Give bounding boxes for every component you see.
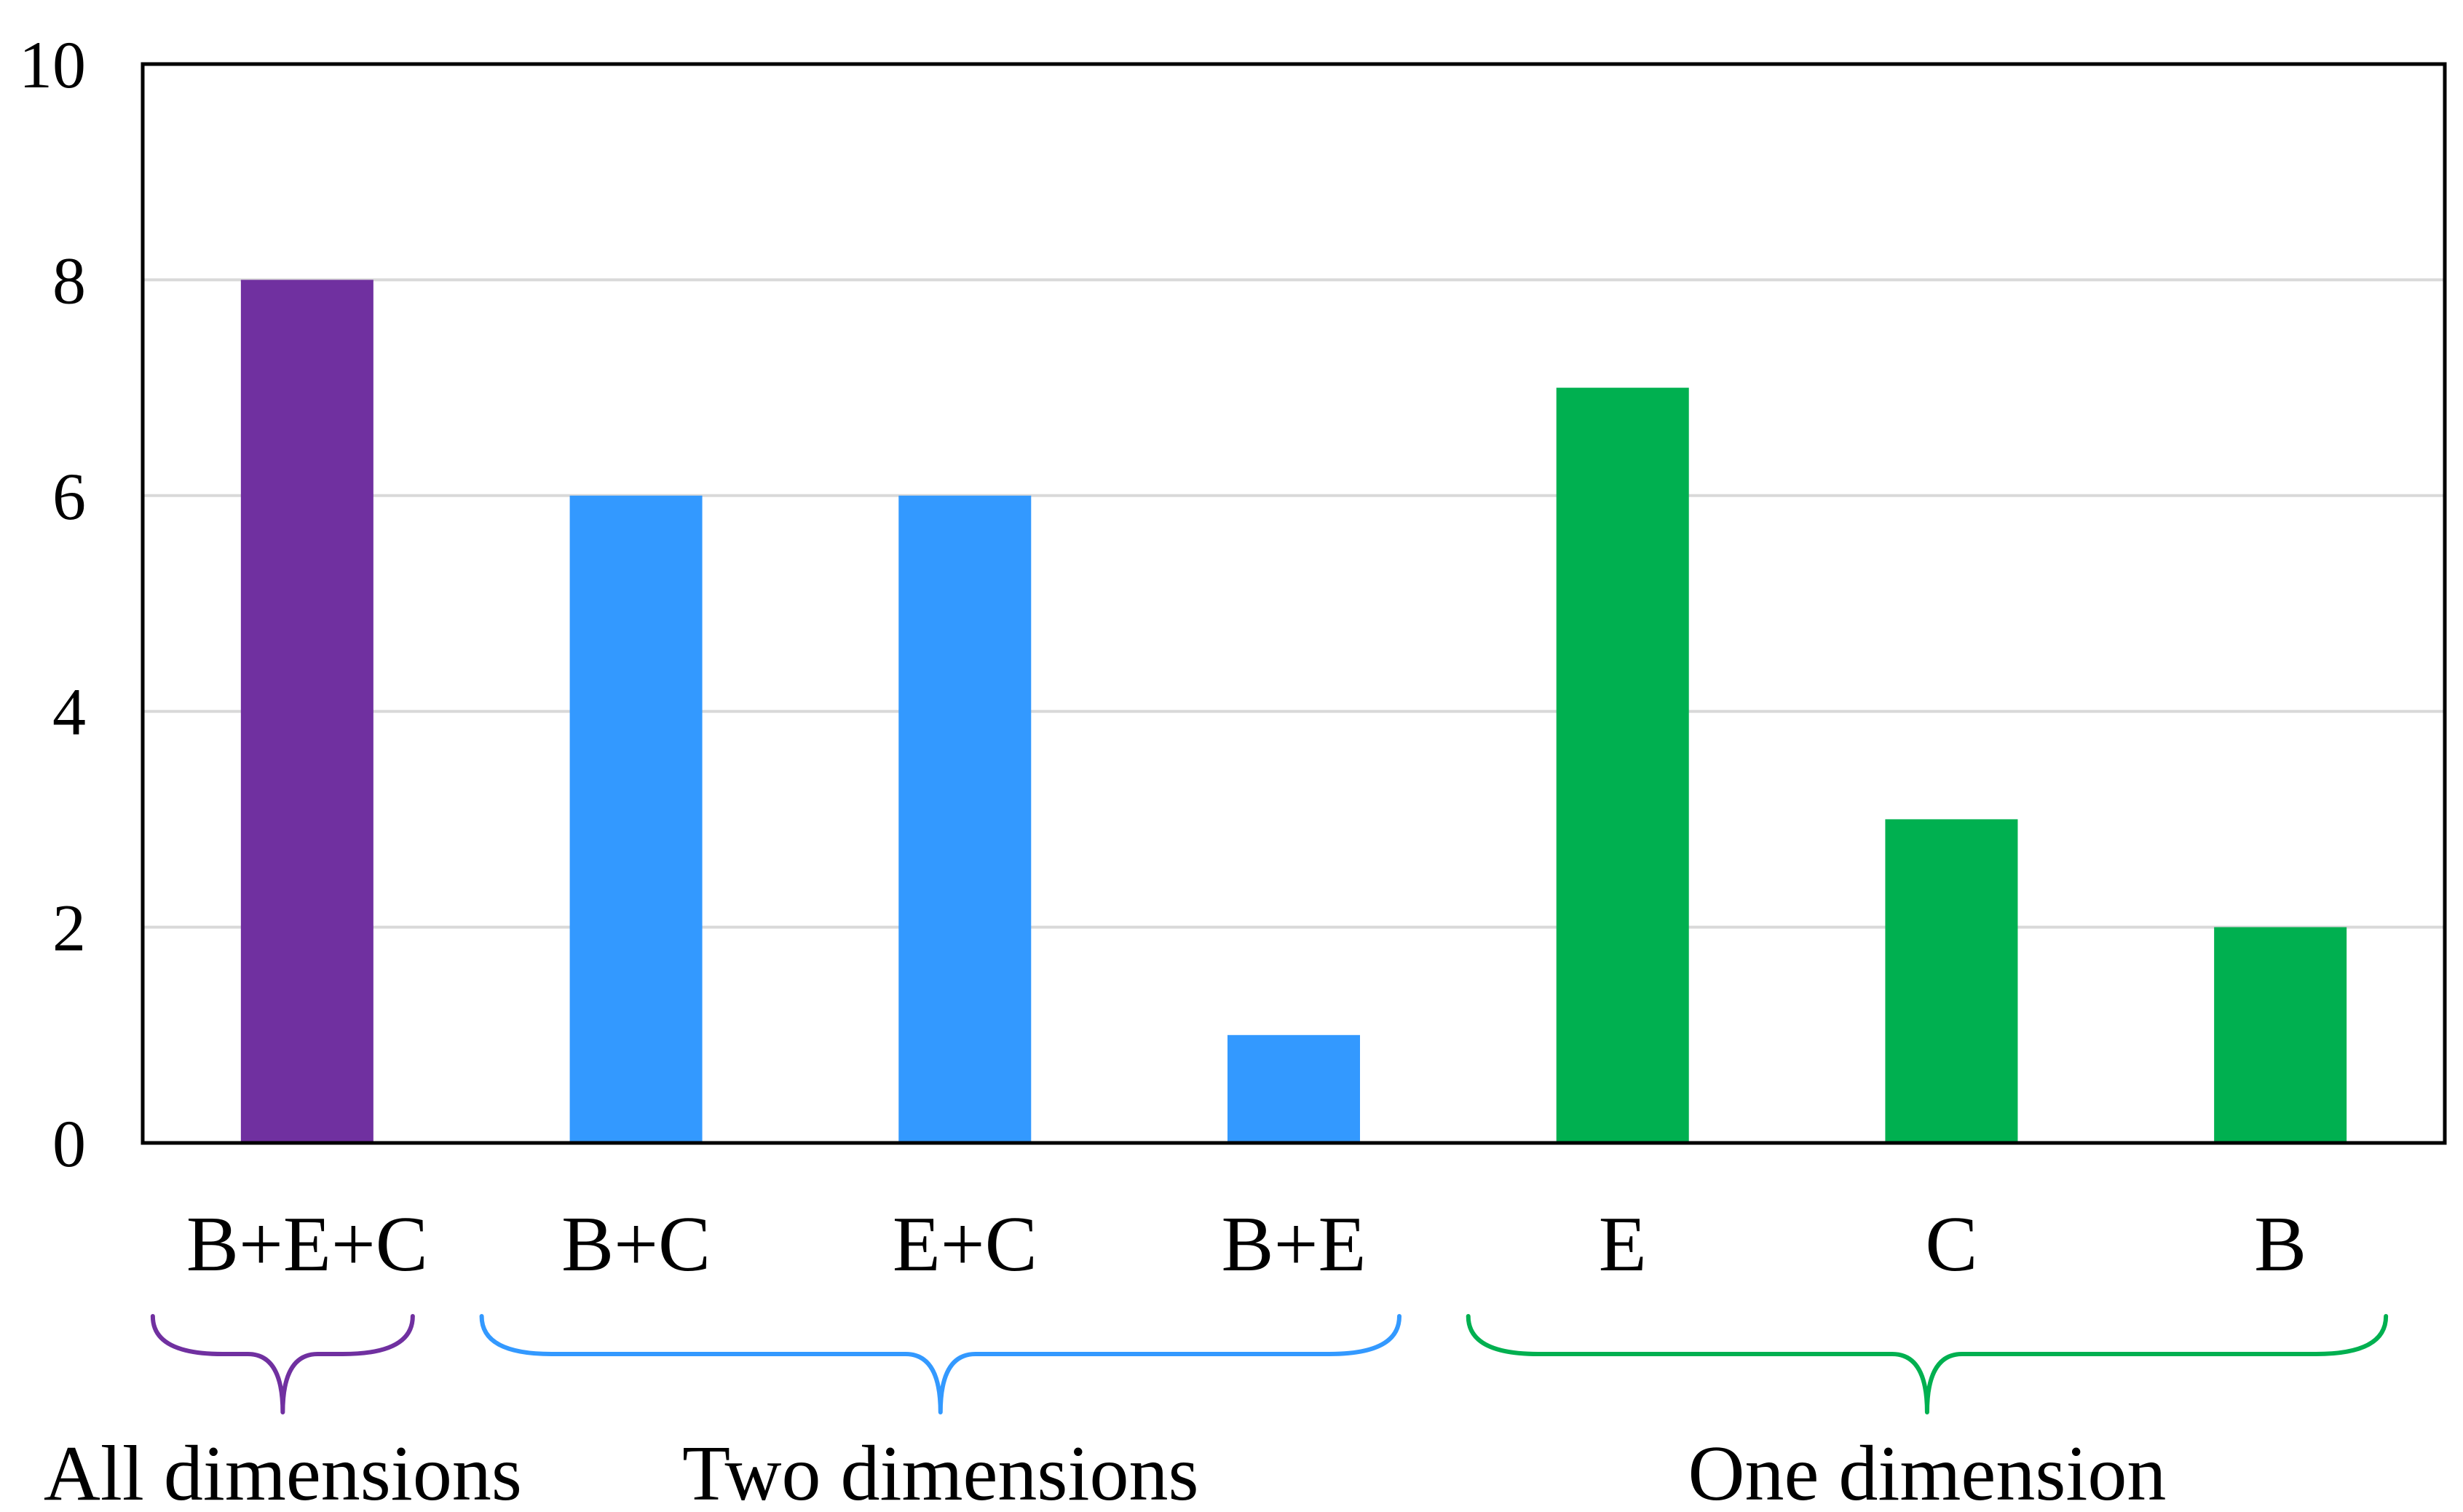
group-brace-2 — [1466, 1314, 2389, 1414]
plot-frame — [141, 62, 2447, 1145]
x-category-label: B+E — [1222, 1201, 1367, 1288]
x-category-label: C — [1925, 1201, 1977, 1288]
y-tick-label: 6 — [52, 459, 86, 534]
y-tick-label: 8 — [52, 243, 86, 317]
y-axis-tick-labels: 0 2 4 6 8 10 — [19, 28, 86, 1181]
bar-b-e — [1227, 1034, 1360, 1143]
bar-c — [1885, 819, 2018, 1143]
x-axis-category-labels: B+E+C B+C E+C B+E E C B — [186, 1201, 2306, 1288]
bar-b-e-c — [240, 280, 373, 1143]
y-tick-label: 0 — [52, 1107, 86, 1181]
group-label: Two dimensions — [682, 1430, 1198, 1512]
bar-b-c — [569, 495, 703, 1143]
bar-e-c — [898, 495, 1032, 1143]
y-tick-label: 4 — [52, 675, 86, 749]
x-category-label: B — [2254, 1201, 2306, 1288]
gridlines — [143, 278, 2445, 929]
group-label: All dimensions — [44, 1430, 522, 1512]
x-category-label: B+C — [561, 1201, 711, 1288]
group-brace-1 — [479, 1314, 1402, 1414]
group-brace-0 — [150, 1314, 415, 1414]
group-brackets: All dimensions Two dimensions One dimensio… — [44, 1314, 2389, 1512]
x-category-label: E+C — [893, 1201, 1037, 1288]
bar-e — [1556, 387, 1689, 1143]
y-tick-label: 10 — [19, 28, 86, 102]
y-tick-label: 2 — [52, 891, 86, 965]
bar-b — [2214, 927, 2347, 1143]
x-category-label: E — [1599, 1201, 1647, 1288]
bars — [240, 280, 2347, 1143]
group-label: One dimension — [1688, 1430, 2166, 1512]
x-category-label: B+E+C — [186, 1201, 428, 1288]
